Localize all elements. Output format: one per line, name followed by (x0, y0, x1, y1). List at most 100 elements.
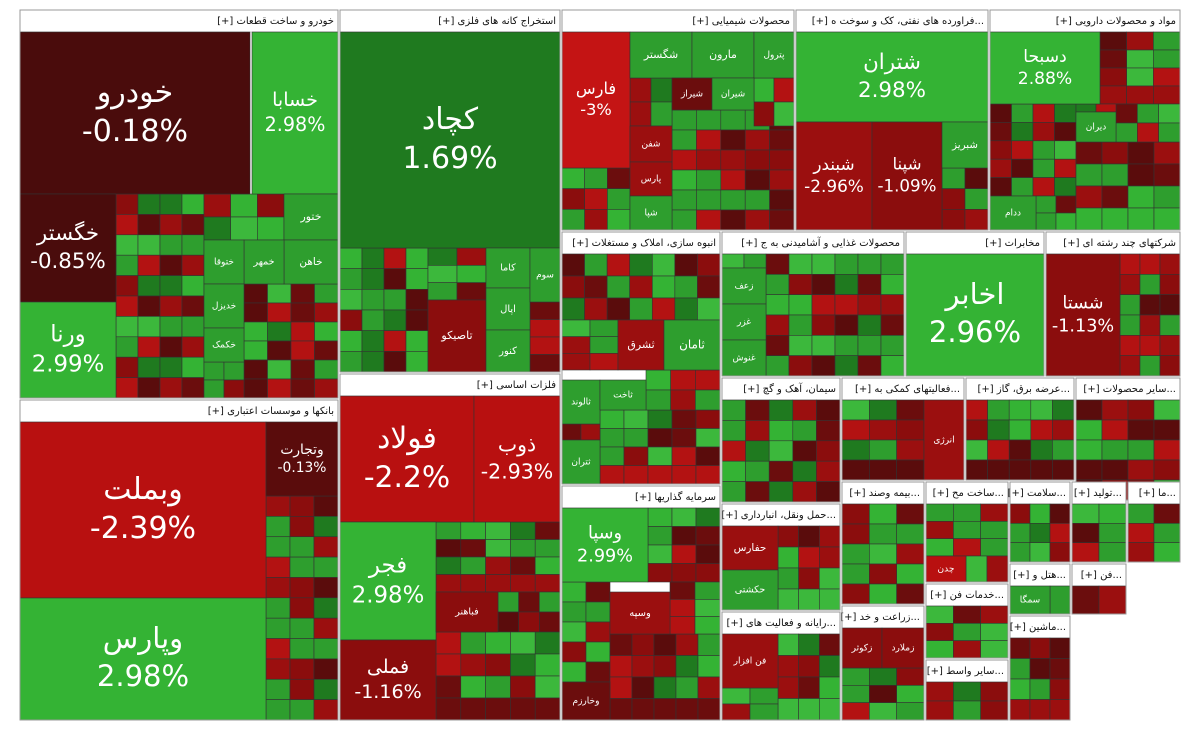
tile-filler (880, 355, 905, 377)
sector-border (721, 231, 905, 377)
tile-filler (697, 253, 721, 277)
tile-filler (765, 274, 790, 295)
tile-filler (137, 193, 161, 215)
tile-filler (980, 521, 1009, 539)
tile (599, 379, 647, 411)
tile (203, 283, 245, 329)
tile-filler (584, 275, 608, 299)
tile-filler (265, 577, 291, 599)
tile-filler (313, 556, 339, 578)
tile-filler (777, 655, 799, 678)
tile-name: شگستر (643, 48, 678, 61)
tile-filler (869, 543, 897, 565)
tile-name: کاما (500, 263, 516, 274)
tile-filler (181, 336, 205, 358)
tile-filler (629, 77, 652, 103)
tile-value: 1.69% (402, 141, 497, 176)
tile-filler (987, 419, 1010, 441)
tile-filler (1127, 439, 1155, 461)
tile-filler (695, 409, 721, 429)
tile-filler (561, 353, 591, 371)
tile-filler (1153, 67, 1181, 87)
tile-name: خودرو (95, 75, 173, 110)
tile-filler (529, 354, 561, 373)
tile-filler (987, 399, 1010, 421)
tile-filler (584, 167, 608, 189)
tile (905, 253, 1045, 377)
tile-filler (671, 409, 697, 429)
tile-filler (290, 302, 315, 323)
tile-filler (792, 460, 817, 482)
tile-name: شیران (721, 90, 745, 100)
tile-filler (1008, 419, 1032, 441)
tile-filler (115, 254, 139, 276)
tile-value: -1.09% (878, 176, 937, 195)
tile-filler (671, 129, 697, 151)
tile-value: -2.96% (804, 176, 864, 196)
tile-filler (223, 361, 245, 381)
sector-title: استخراج کانه های فلزی [+] (438, 16, 556, 27)
sector-border (1071, 481, 1127, 563)
tile-filler (313, 617, 339, 639)
tile-filler (460, 653, 486, 677)
tile-value: -1.13% (1052, 316, 1114, 336)
tile-filler (290, 321, 315, 342)
tile-filler (697, 275, 721, 299)
tile-filler (720, 209, 746, 231)
tile-filler (671, 149, 697, 171)
tile-filler (623, 428, 649, 448)
sector-border (841, 605, 925, 721)
tile-filler (980, 503, 1009, 522)
tile-filler (653, 676, 677, 699)
tile-filler (675, 655, 699, 678)
sector-border (561, 485, 721, 721)
sector-border (339, 9, 561, 373)
sector-border (925, 659, 1009, 721)
tile-filler (460, 574, 486, 593)
tile-filler (989, 158, 1012, 178)
sector-title: خودرو و ساخت قطعات [+] (217, 16, 334, 27)
tile-filler (265, 678, 291, 700)
tile-name: وپارس (103, 621, 183, 656)
sector-title: شرکتهای چند رشته ای [+] (1063, 238, 1176, 249)
tile-filler (1137, 122, 1159, 143)
tile-filler (1139, 294, 1161, 316)
tile-filler (1159, 294, 1181, 316)
tile-filler (289, 658, 315, 680)
tile-filler (609, 633, 633, 656)
tile-filler (361, 268, 385, 290)
tile-filler (159, 316, 183, 338)
tile-filler (534, 556, 561, 575)
tile-filler (539, 591, 561, 613)
tile-name: فارس (576, 79, 616, 99)
tile-filler (339, 351, 363, 373)
tile (629, 161, 673, 197)
tile-filler (1008, 399, 1032, 421)
tile-filler (115, 316, 139, 338)
tile-filler (869, 685, 897, 703)
tile-filler (361, 351, 385, 373)
sector-title: مخابرات [+] (985, 238, 1040, 249)
tile-filler (339, 247, 363, 269)
tile-filler (313, 678, 339, 700)
tile-filler (1075, 163, 1103, 187)
sector-title: ...هتل و [+] (1013, 570, 1066, 581)
tile (561, 439, 601, 485)
tile-filler (650, 101, 673, 127)
sector-title: سیمان، آهک و گچ [+] (743, 382, 836, 395)
tile-filler (1029, 678, 1051, 700)
tile-filler (314, 378, 339, 399)
tile-filler (289, 638, 315, 660)
sector-title: ...سایر واسط [+] (927, 666, 1004, 677)
tile-filler (965, 555, 988, 583)
tile-filler (819, 676, 841, 699)
tile-name: دسبحا (1023, 47, 1066, 67)
tile-filler (623, 446, 649, 466)
tile-filler (1159, 253, 1181, 275)
tile-filler (869, 439, 897, 461)
tile-filler (777, 588, 799, 611)
tile-value: -0.85% (30, 249, 105, 274)
tile-filler (671, 428, 697, 448)
tile-name: فملی (367, 656, 409, 678)
tile-filler (314, 340, 339, 361)
